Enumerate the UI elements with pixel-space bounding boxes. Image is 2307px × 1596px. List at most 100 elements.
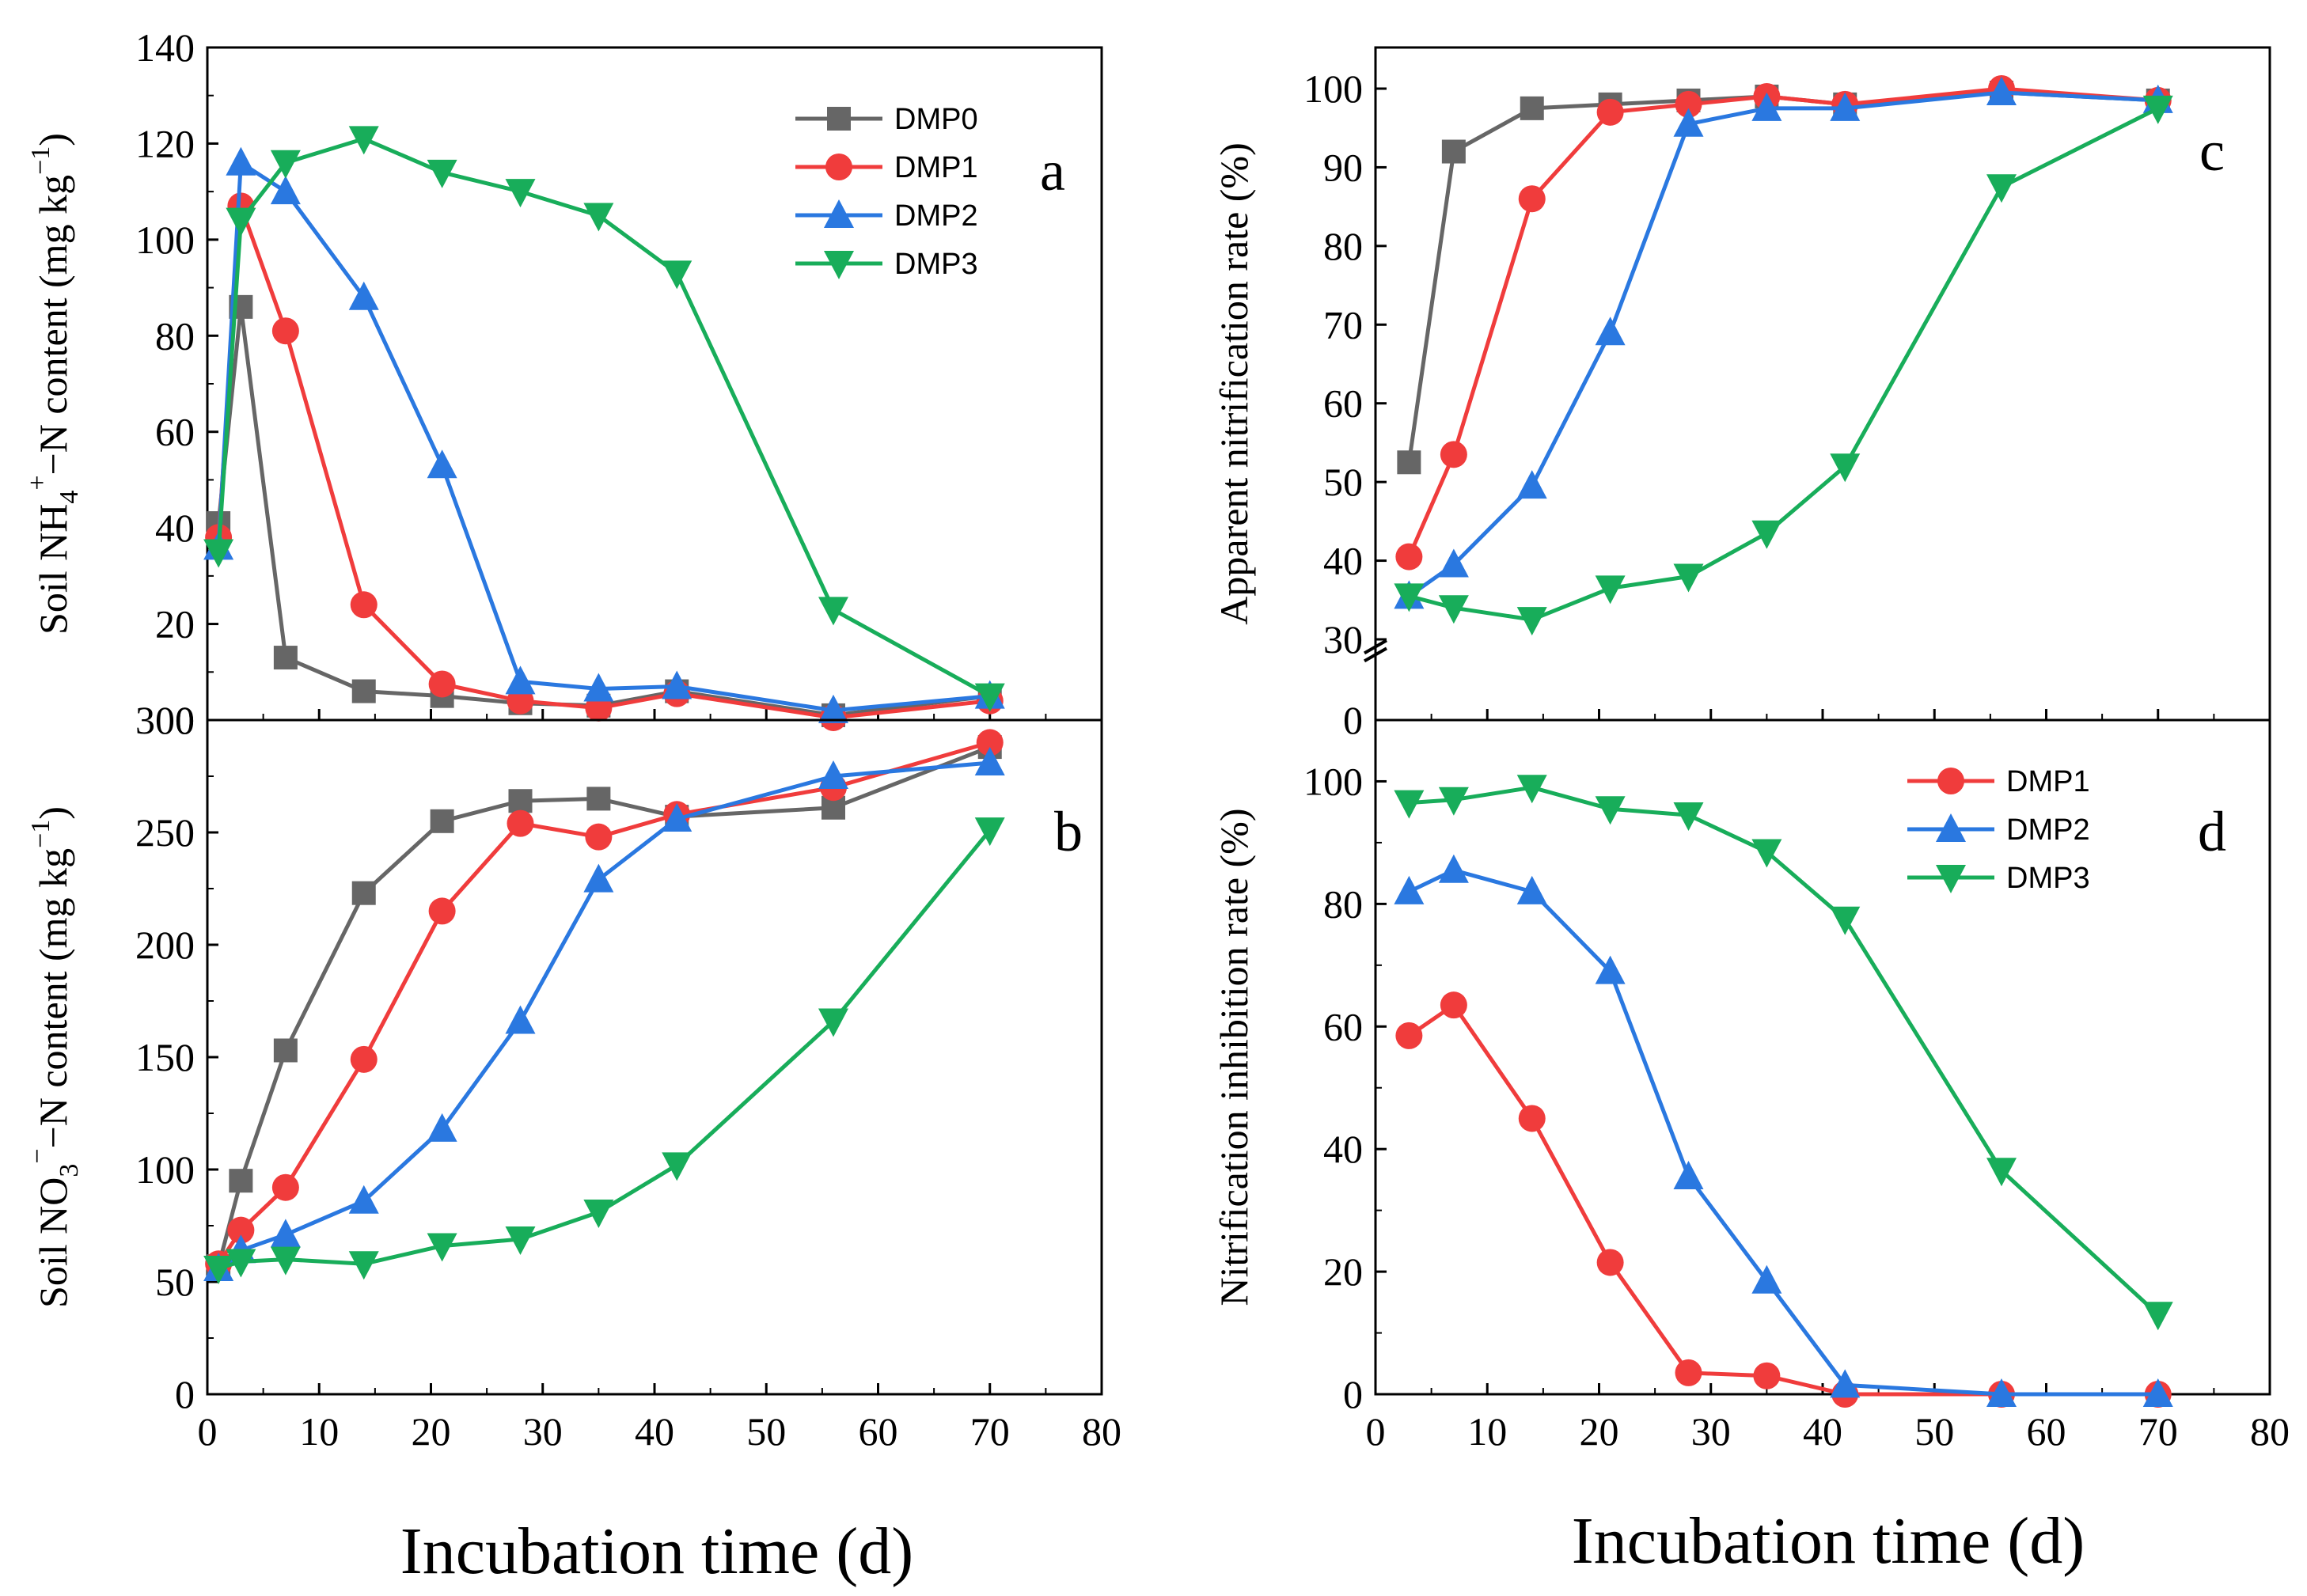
- data-point-a-DMP3: [583, 203, 614, 232]
- data-point-a-DMP2: [427, 449, 457, 479]
- y-tick-label-c: 40: [1323, 539, 1363, 583]
- data-point-c-DMP2: [1830, 92, 1861, 121]
- data-point-a-DMP2: [348, 281, 379, 310]
- y-tick-label-d: 40: [1323, 1127, 1363, 1171]
- y-tick-label-a: 20: [155, 602, 195, 646]
- data-point-c-DMP3: [1394, 583, 1425, 612]
- data-point-a-DMP0: [273, 646, 298, 670]
- series-line-a-DMP3: [216, 136, 992, 698]
- series-line-b-DMP1: [217, 740, 991, 1265]
- data-point-b-DMP3: [427, 1233, 457, 1262]
- data-point-d-DMP3: [1986, 1158, 2017, 1187]
- legend-marker-DMP3: [1936, 865, 1966, 893]
- y-tick-label-d: 80: [1323, 881, 1363, 926]
- data-point-b-DMP2: [662, 802, 692, 832]
- data-point-c-DMP1: [1518, 185, 1546, 213]
- data-point-d-DMP1: [1395, 1022, 1423, 1049]
- series-a-DMP0: [207, 294, 1002, 727]
- data-point-c-DMP1: [1440, 441, 1467, 468]
- data-point-b-DMP1: [271, 1173, 299, 1201]
- series-b-DMP0: [207, 735, 1002, 1279]
- y-tick-label-c: 90: [1323, 145, 1363, 189]
- legend-marker-DMP3: [824, 251, 854, 279]
- y-axis-label-part: Soil NH: [31, 504, 75, 635]
- data-point-d-DMP3: [1516, 775, 1547, 804]
- y-axis-label-c: Apparent nitrification rate (%): [1212, 142, 1256, 624]
- data-point-b-DMP3: [974, 817, 1005, 847]
- axes-frame-a: [206, 46, 1103, 722]
- y-axis-label-a: Soil NH4+−N content (mg kg−1): [23, 133, 84, 635]
- data-point-b-DMP0: [273, 1038, 298, 1063]
- legend-marker-DMP0: [827, 107, 851, 131]
- x-tick-label-b: 50: [746, 1409, 786, 1454]
- data-point-a-DMP1: [271, 317, 299, 345]
- y-tick-label-d: 0: [1343, 1372, 1363, 1416]
- y-tick-label-c: 50: [1323, 460, 1363, 504]
- series-b-DMP3: [203, 817, 1005, 1284]
- series-line-b-DMP3: [218, 828, 992, 1271]
- y-tick-label-c: 80: [1323, 224, 1363, 268]
- data-point-b-DMP0: [351, 881, 376, 905]
- legend-label-DMP1: DMP1: [2006, 765, 2090, 798]
- data-point-a-DMP2: [226, 146, 256, 176]
- data-point-b-DMP3: [505, 1226, 536, 1256]
- data-point-c-DMP2: [1986, 76, 2017, 105]
- data-point-d-DMP2: [1673, 1161, 1704, 1190]
- legend-marker-DMP1: [1937, 768, 1964, 794]
- data-point-b-DMP3: [348, 1251, 379, 1280]
- data-point-d-DMP1: [1596, 1249, 1624, 1276]
- data-point-d-DMP3: [1595, 796, 1626, 825]
- series-line-a-DMP0: [216, 305, 991, 718]
- y-axis-label-part: +: [23, 475, 52, 490]
- data-point-b-DMP1: [227, 1216, 255, 1244]
- data-point-b-DMP2: [505, 1005, 536, 1034]
- y-tick-label-c: 30: [1323, 617, 1363, 662]
- data-point-c-DMP2: [1751, 92, 1782, 121]
- data-point-b-DMP1: [976, 729, 1004, 756]
- y-axis-label-b: Soil NO3−−N content (mg kg−1): [23, 806, 84, 1308]
- y-axis-label-part: −1: [26, 820, 55, 848]
- y-axis-label-part: −1: [26, 146, 55, 175]
- data-point-a-DMP3: [505, 179, 536, 208]
- x-tick-label-d: 30: [1691, 1409, 1731, 1454]
- series-b-DMP1: [205, 729, 1004, 1278]
- data-point-c-DMP2: [1595, 317, 1626, 346]
- x-tick-label-d: 40: [1803, 1409, 1842, 1454]
- data-point-c-DMP3: [1595, 575, 1626, 605]
- data-point-a-DMP2: [505, 665, 536, 695]
- data-point-a-DMP3: [226, 207, 256, 237]
- data-point-d-DMP2: [1516, 875, 1547, 904]
- data-point-c-DMP3: [1438, 595, 1469, 624]
- axis-break-mark: [1364, 639, 1387, 655]
- y-tick-label-d: 20: [1323, 1249, 1363, 1294]
- x-tick-label-d: 0: [1366, 1409, 1386, 1454]
- data-point-d-DMP3: [1673, 802, 1704, 832]
- y-axis-label-part: −N content (mg kg: [31, 848, 75, 1149]
- data-point-d-DMP2: [1830, 1369, 1861, 1398]
- x-tick-label-d: 10: [1467, 1409, 1507, 1454]
- data-point-d-DMP2: [2142, 1378, 2173, 1407]
- data-point-c-DMP3: [1673, 563, 1704, 593]
- x-tick-label-d: 50: [1914, 1409, 1954, 1454]
- panel-d: 0 20 40 60 80 100 0 10 20 30 40 50 60 70 80 Nitrificati…: [1212, 718, 2290, 1454]
- y-tick-label-d: 100: [1303, 759, 1363, 803]
- data-point-a-DMP3: [818, 597, 848, 626]
- data-point-b-DMP2: [974, 746, 1005, 775]
- data-point-d-DMP2: [1438, 854, 1469, 883]
- y-tick-label-b: 100: [135, 1147, 195, 1192]
- data-point-c-DMP3: [1516, 607, 1547, 636]
- data-point-b-DMP3: [662, 1152, 692, 1181]
- data-point-a-DMP3: [203, 539, 234, 568]
- data-point-b-DMP2: [270, 1219, 301, 1248]
- data-point-c-DMP1: [1675, 90, 1702, 118]
- series-line-b-DMP0: [216, 745, 991, 1267]
- data-point-b-DMP3: [203, 1255, 234, 1284]
- data-point-c-DMP3: [2142, 95, 2173, 124]
- x-axis-label-right: Incubation time (d): [1572, 1504, 2085, 1578]
- legend-marker-DMP2: [1936, 813, 1966, 842]
- legend-d: DMP1 DMP2 DMP3: [1907, 765, 2090, 895]
- y-tick-label-c: 60: [1323, 381, 1363, 426]
- data-point-c-DMP3: [1986, 174, 2017, 203]
- x-tick-label-b: 20: [412, 1409, 451, 1454]
